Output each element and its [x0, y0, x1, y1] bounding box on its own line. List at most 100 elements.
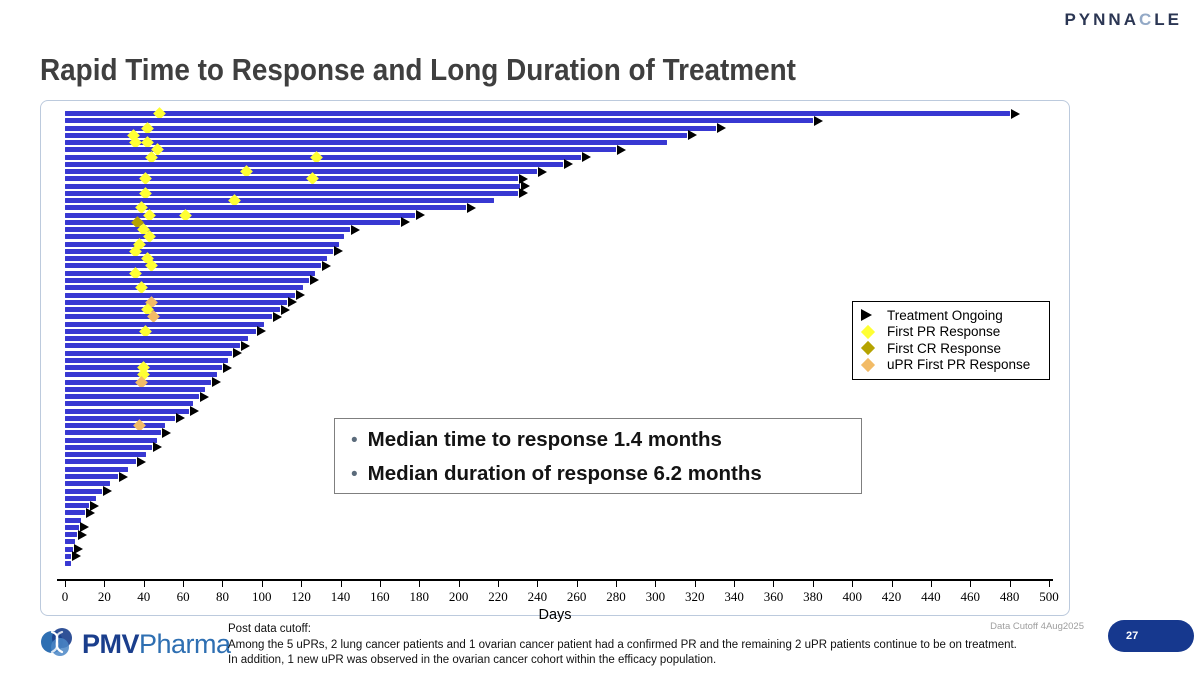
x-axis-tick — [734, 581, 736, 587]
treatment-ongoing-arrow-icon — [416, 210, 426, 221]
swimmer-bar — [65, 423, 166, 429]
callout-rows: • Median time to response 1.4 months • Medi… — [351, 428, 861, 496]
x-axis-line — [57, 579, 1053, 581]
diamond-icon — [860, 341, 876, 356]
pynnacle-logo: PYNNACLE — [1064, 10, 1182, 30]
swimmer-bar — [65, 452, 146, 458]
swimmer-bar — [65, 553, 71, 559]
x-axis-tick-label: 360 — [763, 589, 784, 604]
treatment-ongoing-arrow-icon — [85, 507, 95, 518]
x-axis-tick-label: 280 — [606, 589, 626, 604]
x-axis-tick — [970, 581, 972, 587]
treatment-ongoing-arrow-icon — [321, 260, 331, 271]
x-axis-tick-label: 380 — [803, 589, 823, 604]
swimmer-bar — [65, 437, 158, 443]
page-title: Rapid Time to Response and Long Duration… — [40, 52, 796, 87]
legend-diamond-icon — [860, 357, 887, 372]
swimmer-bar — [65, 343, 241, 349]
treatment-ongoing-arrow-icon — [687, 130, 697, 141]
x-axis-tick — [655, 581, 657, 587]
swimmer-bar — [65, 532, 77, 538]
x-axis-tick-label: 400 — [842, 589, 862, 604]
legend-arrow-icon — [861, 309, 887, 322]
treatment-ongoing-arrow-icon — [223, 362, 233, 373]
swimmer-bar — [65, 277, 310, 283]
swimmer-bar — [65, 125, 717, 131]
x-axis-tick-label: 80 — [215, 589, 229, 604]
footnote-line: In addition, 1 new uPR was observed in t… — [228, 654, 717, 666]
pmv-dna-icon — [38, 622, 78, 667]
swimmer-bar — [65, 321, 264, 327]
x-axis-tick — [379, 581, 381, 587]
x-axis-tick-label: 140 — [330, 589, 351, 604]
swimmer-bar — [65, 111, 1010, 116]
x-axis-tick — [537, 581, 539, 587]
treatment-ongoing-arrow-icon — [176, 413, 186, 424]
x-axis-tick — [1049, 581, 1050, 587]
x-axis-tick-label: 60 — [176, 589, 190, 604]
diamond-icon — [860, 324, 876, 339]
x-axis-tick — [694, 581, 696, 587]
footnote-line: Among the 5 uPRs, 2 lung cancer patients… — [228, 638, 1017, 651]
x-axis-tick — [458, 581, 460, 587]
swimmer-bar — [65, 140, 668, 146]
treatment-ongoing-arrow-icon — [813, 115, 823, 126]
legend-label: Treatment Ongoing — [887, 307, 1003, 323]
treatment-ongoing-arrow-icon — [233, 348, 243, 359]
treatment-ongoing-arrow-icon — [288, 297, 298, 308]
treatment-ongoing-arrow-icon — [189, 406, 199, 417]
treatment-ongoing-arrow-icon — [1010, 108, 1020, 119]
swimmer-bar — [65, 459, 136, 465]
footnote-label: Post data cutoff: — [228, 623, 311, 635]
x-axis-tick — [891, 581, 893, 587]
x-axis-tick — [773, 581, 775, 587]
x-axis-tick — [65, 581, 66, 587]
x-axis-tick — [812, 581, 814, 587]
swimmer-plot: 0 20 40 60 80 100 120 140 160 180 200 220 240 260 280 3… — [40, 100, 1070, 623]
treatment-ongoing-arrow-icon — [272, 311, 282, 322]
treatment-ongoing-arrow-icon — [518, 188, 528, 199]
treatment-ongoing-arrow-icon — [136, 456, 146, 467]
x-axis-tick-label: 440 — [921, 589, 941, 604]
arrow-icon — [861, 309, 872, 322]
x-axis-tick — [1009, 581, 1011, 587]
page-number-badge: 27 — [1108, 620, 1194, 652]
x-axis-tick-label: 200 — [448, 589, 469, 604]
swimmer-bar — [65, 495, 97, 501]
x-axis-tick — [104, 581, 106, 587]
swimmer-bar — [65, 474, 119, 479]
swimmer-bar — [65, 386, 205, 392]
treatment-ongoing-arrow-icon — [717, 123, 727, 134]
footnote-lines: Among the 5 uPRs, 2 lung cancer patients… — [228, 638, 1088, 669]
treatment-ongoing-arrow-icon — [617, 144, 627, 155]
swimmer-bar — [65, 546, 73, 552]
treatment-ongoing-arrow-icon — [256, 326, 266, 337]
swimmer-bar — [65, 481, 111, 487]
x-axis-tick — [852, 581, 854, 587]
swimmer-bar — [65, 292, 296, 298]
x-axis-tick — [143, 581, 145, 587]
x-axis-tick-label: 300 — [645, 589, 666, 604]
x-axis-tick-label: 320 — [685, 589, 705, 604]
treatment-ongoing-arrow-icon — [152, 442, 162, 453]
x-axis-tick-label: 20 — [97, 589, 111, 604]
swimmer-bar — [65, 415, 176, 421]
bullet-icon: • — [351, 430, 358, 451]
swimmer-bar — [65, 524, 79, 530]
swimmer-bar — [65, 539, 75, 545]
treatment-ongoing-arrow-icon — [71, 551, 81, 562]
pmv-wordmark-light: Pharma — [139, 629, 231, 659]
legend-box: Treatment Ongoing First PR Response First … — [852, 301, 1050, 380]
swimmer-bar — [65, 190, 518, 196]
legend-label: uPR First PR Response — [887, 357, 1031, 373]
swimmer-bar — [65, 256, 327, 262]
treatment-ongoing-arrow-icon — [162, 427, 172, 438]
treatment-ongoing-arrow-icon — [199, 391, 209, 402]
treatment-ongoing-arrow-icon — [400, 217, 410, 228]
swimmer-bar — [65, 394, 199, 400]
x-axis-tick-label: 0 — [61, 589, 69, 604]
treatment-ongoing-arrow-icon — [351, 224, 361, 235]
treatment-ongoing-arrow-icon — [77, 529, 87, 540]
treatment-ongoing-arrow-icon — [467, 202, 477, 213]
